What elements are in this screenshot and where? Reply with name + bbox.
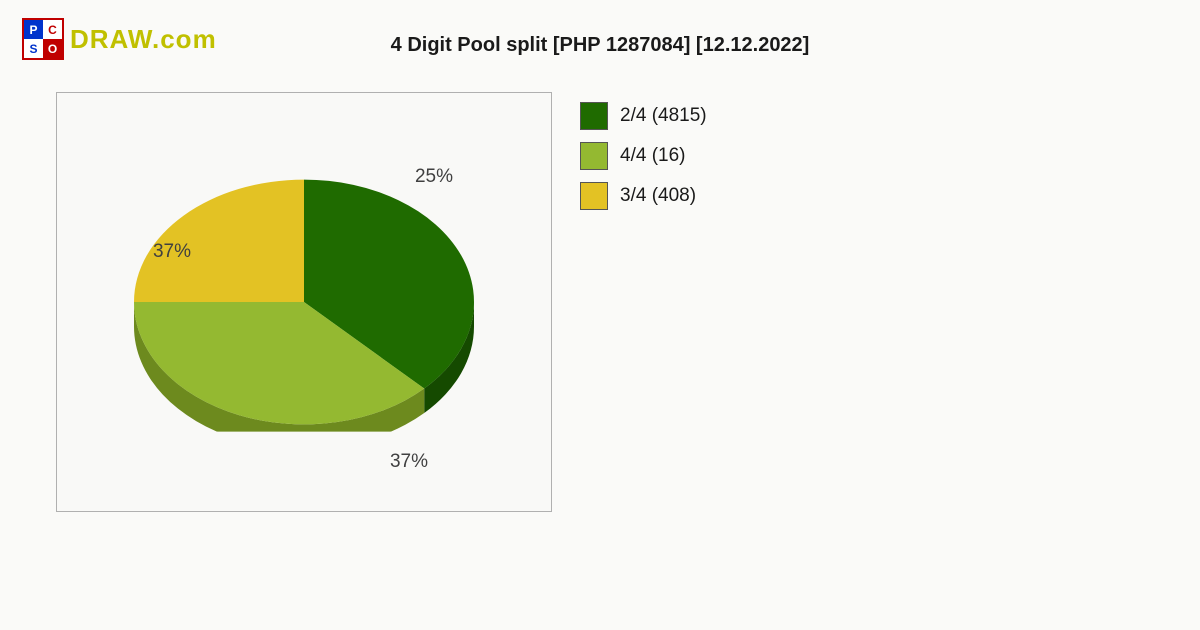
slice-percent-label: 25% bbox=[415, 166, 453, 188]
legend-label: 2/4 (4815) bbox=[620, 105, 707, 127]
legend-swatch bbox=[580, 182, 608, 210]
pie-chart: 37% 37% 25% bbox=[124, 122, 484, 482]
legend-item: 2/4 (4815) bbox=[580, 102, 707, 130]
chart-legend: 2/4 (4815) 4/4 (16) 3/4 (408) bbox=[580, 102, 707, 210]
slice-percent-label: 37% bbox=[153, 241, 191, 263]
legend-swatch bbox=[580, 102, 608, 130]
pie-chart-frame: 37% 37% 25% bbox=[56, 92, 552, 512]
legend-label: 3/4 (408) bbox=[620, 185, 696, 207]
pie-slices bbox=[124, 172, 484, 431]
legend-label: 4/4 (16) bbox=[620, 145, 685, 167]
legend-swatch bbox=[580, 142, 608, 170]
chart-title: 4 Digit Pool split [PHP 1287084] [12.12.… bbox=[0, 34, 1200, 57]
legend-item: 3/4 (408) bbox=[580, 182, 707, 210]
slice-percent-label: 37% bbox=[390, 451, 428, 473]
legend-item: 4/4 (16) bbox=[580, 142, 707, 170]
